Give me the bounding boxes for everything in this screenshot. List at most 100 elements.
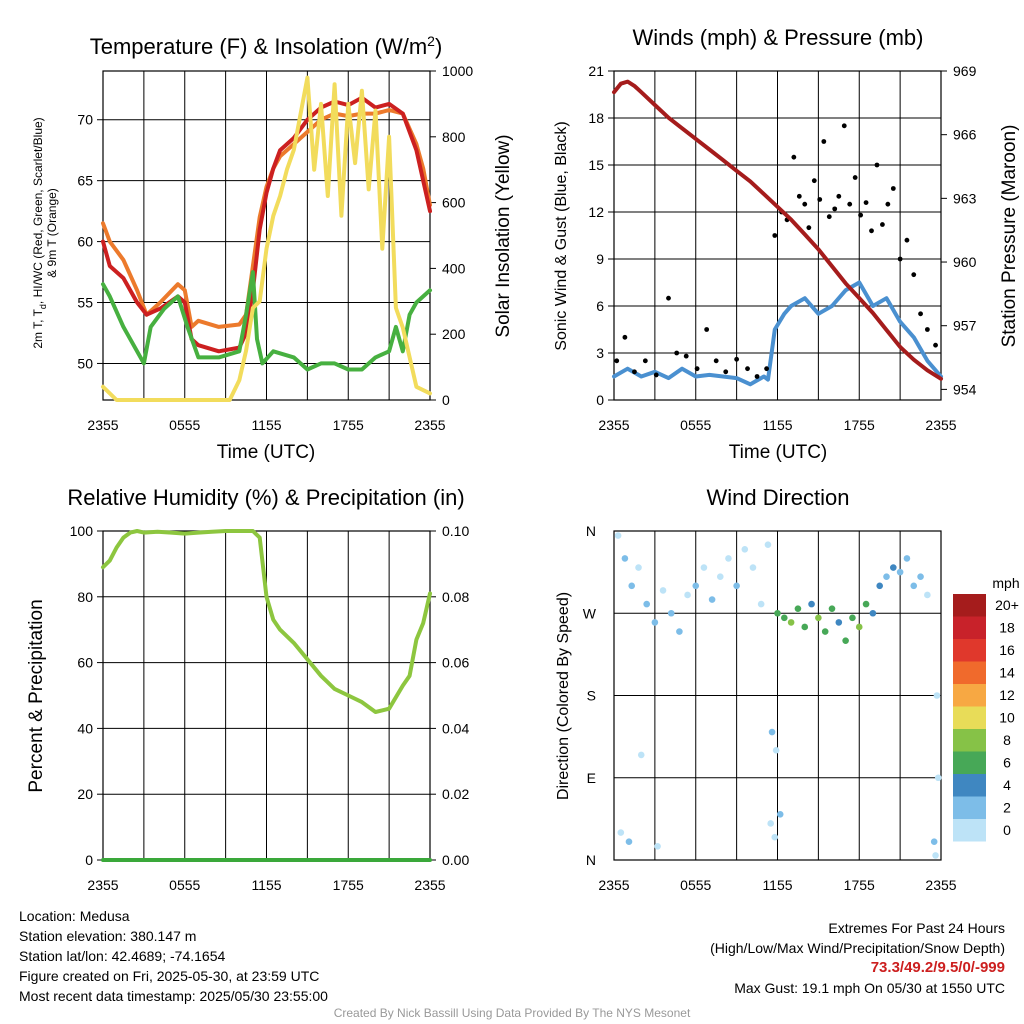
direction-point — [676, 628, 683, 635]
winds-ytick-label-left: 6 — [596, 298, 604, 314]
temperature-frame — [102, 70, 431, 401]
winds-gust-point — [924, 327, 930, 332]
winds-ytick-label-right: 957 — [953, 318, 977, 334]
winds-gust-point — [904, 237, 910, 243]
direction-point — [643, 600, 650, 608]
winds-gust-point — [791, 154, 797, 160]
legend-swatch — [953, 706, 986, 729]
winds-gust-point — [723, 369, 729, 375]
humidity-ylabel-left: Percent & Precipitation — [26, 599, 47, 792]
extremes-info: Extremes For Past 24 Hours (High/Low/Max… — [710, 918, 1005, 998]
station-location: Location: Medusa — [19, 908, 130, 924]
legend-label: 6 — [1003, 755, 1011, 771]
direction-point — [651, 619, 659, 626]
most-recent-timestamp: Most recent data timestamp: 2025/05/30 2… — [19, 988, 328, 1004]
temperature-series-line — [101, 75, 432, 402]
legend-swatch — [953, 751, 986, 774]
winds-series-line — [612, 280, 943, 387]
direction-xtick-label: 2355 — [925, 877, 956, 893]
direction-point — [787, 619, 795, 626]
winds-gust-point — [836, 193, 842, 199]
legend-label: 8 — [1003, 732, 1011, 748]
direction-point — [700, 564, 708, 571]
winds-gust-point — [826, 214, 832, 220]
winds-xtick-label: 1155 — [762, 417, 792, 433]
direction-xtick-label: 1755 — [844, 877, 875, 893]
humidity-ytick-label-left: 80 — [77, 589, 93, 605]
direction-point — [708, 596, 716, 603]
direction-point — [768, 728, 776, 736]
legend-swatch — [953, 796, 986, 819]
direction-point — [869, 609, 877, 617]
legend-label: 2 — [1003, 800, 1011, 816]
direction-point — [794, 605, 802, 612]
winds-gust-point — [918, 311, 923, 317]
direction-point — [917, 573, 924, 580]
winds-xlabel: Time (UTC) — [729, 442, 828, 463]
temperature-ytick-label-right: 800 — [442, 129, 466, 145]
winds-gust-point — [796, 193, 802, 199]
winds-ytick-label-left: 0 — [596, 392, 604, 408]
winds-gust-point — [764, 366, 769, 372]
winds-gust-point — [683, 353, 689, 359]
winds-gust-point — [806, 225, 812, 231]
humidity-xtick-label: 2355 — [87, 877, 118, 893]
winds-gust-point — [897, 256, 903, 262]
direction-point — [764, 541, 772, 549]
legend-label: 14 — [999, 665, 1015, 681]
legend-swatch — [953, 616, 986, 639]
temperature-plot: 2355 0555 1155 1755 2355 50 55 60 65 70 0 200 400 600… — [77, 63, 473, 433]
direction-point — [815, 614, 822, 622]
humidity-ytick-label-right: 0.06 — [442, 655, 469, 671]
winds-gust-point — [674, 350, 680, 356]
direction-point — [692, 582, 700, 590]
direction-point — [637, 751, 645, 759]
temperature-ytick-label-left: 50 — [77, 355, 93, 371]
humidity-xtick-label: 1755 — [333, 877, 364, 893]
winds-gust-point — [666, 295, 671, 301]
legend-label: 4 — [1003, 777, 1011, 793]
temperature-series-line — [101, 270, 432, 372]
direction-legend-title: mph — [992, 575, 1019, 591]
winds-ylabel-left: Sonic Wind & Gust (Blue, Black) — [553, 121, 570, 350]
winds-ytick-label-left: 12 — [588, 204, 604, 220]
winds-ylabel-right: Station Pressure (Maroon) — [999, 125, 1020, 348]
winds-gust-point — [847, 201, 853, 207]
direction-legend: 20+ 18 16 14 12 10 8 6 4 2 0 — [953, 594, 1019, 842]
temperature-ytick-label-right: 400 — [442, 260, 466, 276]
direction-point — [667, 609, 675, 617]
temperature-ytick-label-right: 200 — [442, 326, 466, 342]
temperature-xtick-label: 1155 — [251, 417, 281, 433]
direction-point — [801, 623, 809, 631]
legend-label: 20+ — [995, 597, 1019, 613]
humidity-plot: 2355 0555 1155 1755 2355 0 20 40 60 80 100 0.00 0.02… — [70, 523, 470, 893]
direction-point — [934, 774, 942, 782]
winds-ytick-label-left: 15 — [588, 157, 604, 173]
winds-gust-point — [642, 358, 648, 364]
winds-gust-point — [885, 201, 891, 207]
temperature-ytick-label-left: 55 — [77, 295, 93, 311]
extremes-subtitle: (High/Low/Max Wind/Precipitation/Snow De… — [710, 940, 1005, 956]
temperature-panel-title: Temperature (F) & Insolation (W/m2) — [90, 33, 443, 59]
temperature-ylabel-left: 2m T, Td, HI/WC (Red, Green, Scarlet/Blu… — [31, 117, 48, 348]
winds-gust-point — [817, 197, 823, 202]
direction-point — [808, 600, 815, 608]
direction-point — [883, 573, 890, 580]
legend-label: 18 — [999, 620, 1015, 636]
direction-point — [716, 573, 724, 580]
winds-gust-point — [632, 369, 637, 375]
legend-swatch — [953, 684, 986, 707]
temperature-ylabel-part2: , HI/WC (Red, Green, Scarlet/Blue) — [31, 117, 45, 304]
temperature-ytick-label-left: 70 — [77, 112, 93, 128]
direction-point — [767, 820, 774, 827]
direction-point — [842, 637, 849, 644]
max-gust: Max Gust: 19.1 mph On 05/30 at 1550 UTC — [734, 980, 1005, 996]
chart-layer: 2355 0555 1155 1755 235550556065700200400600… — [70, 63, 977, 893]
temperature-ytick-label-left: 65 — [77, 173, 93, 189]
humidity-ytick-label-right: 0.10 — [442, 523, 469, 539]
direction-ytick-label: N — [586, 852, 596, 868]
humidity-ytick-label-left: 0 — [85, 852, 93, 868]
winds-gust-point — [858, 212, 864, 218]
direction-panel-title: Wind Direction — [706, 485, 849, 510]
